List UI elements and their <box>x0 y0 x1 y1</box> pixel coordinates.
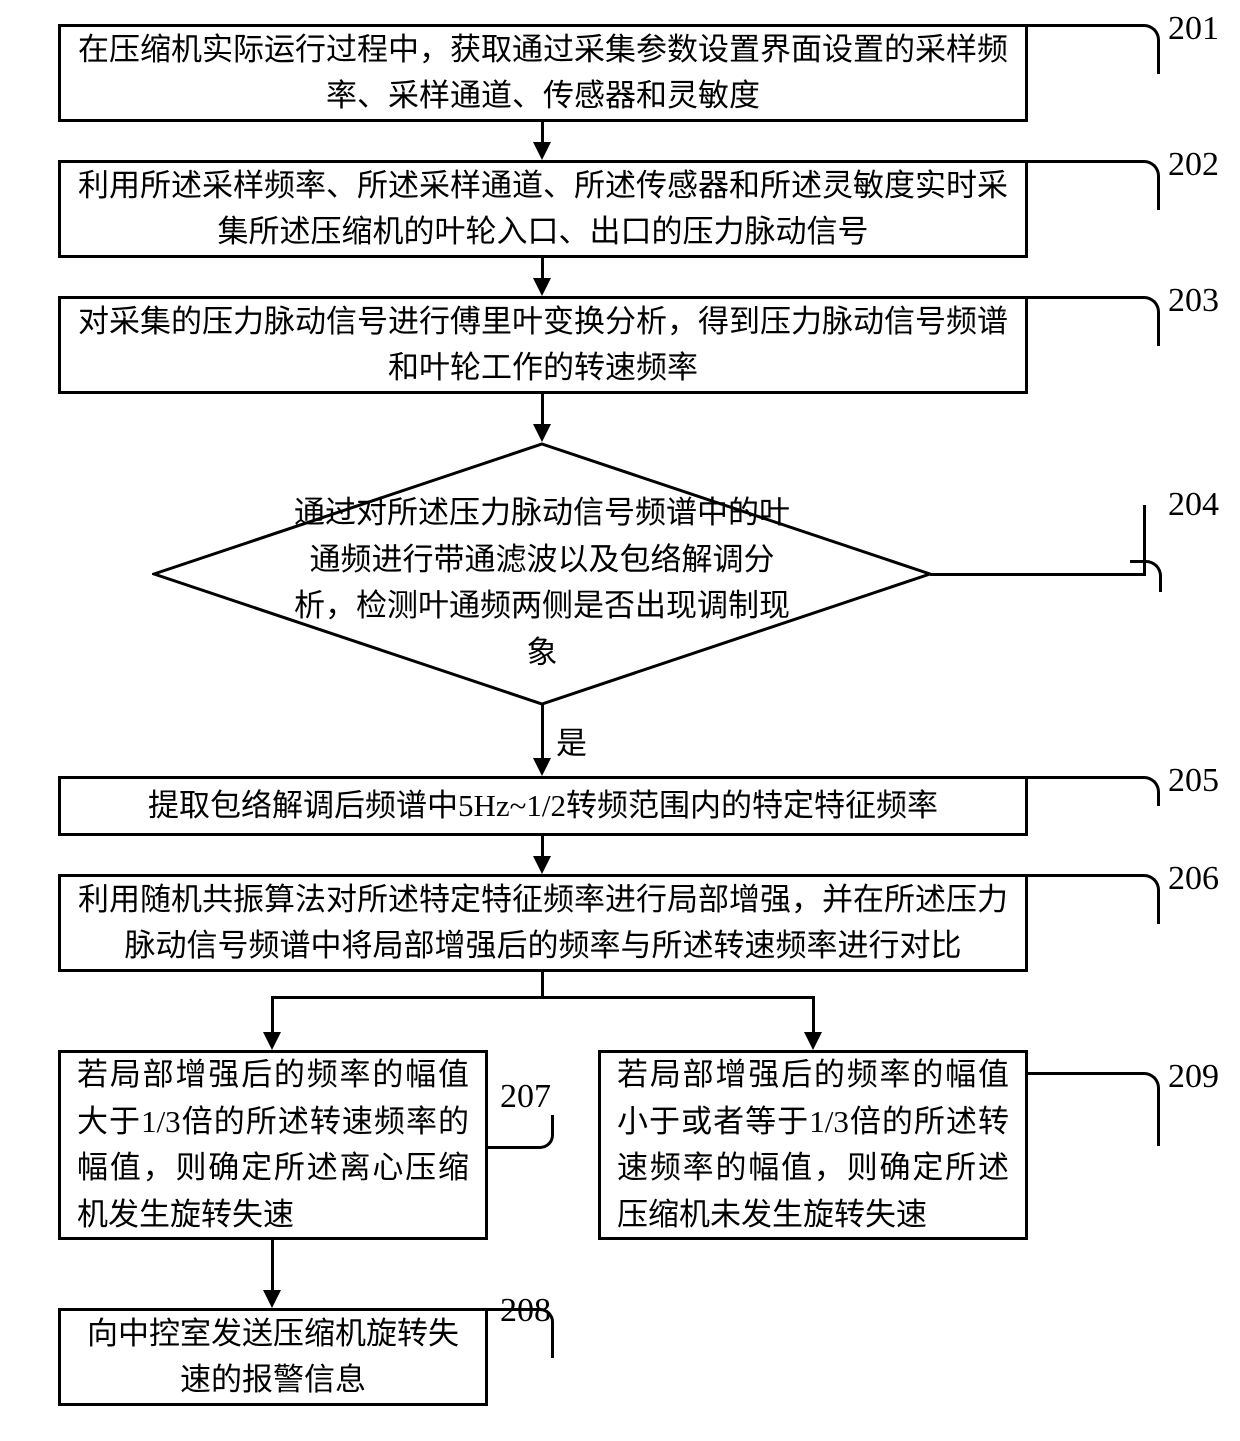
step-201: 在压缩机实际运行过程中，获取通过采集参数设置界面设置的采样频率、采样通道、传感器… <box>58 24 1028 122</box>
step-203: 对采集的压力脉动信号进行傅里叶变换分析，得到压力脉动信号频谱和叶轮工作的转速频率 <box>58 296 1028 394</box>
arrow-205-206 <box>541 836 544 858</box>
label-202: 202 <box>1168 146 1219 184</box>
step-206-text: 利用随机共振算法对所述特定特征频率进行局部增强，并在所述压力脉动信号频谱中将局部… <box>77 877 1009 970</box>
arrowhead-split-207 <box>263 1032 281 1050</box>
step-204-text: 通过对所述压力脉动信号频谱中的叶通频进行带通滤波以及包络解调分析，检测叶通频两侧… <box>287 490 797 676</box>
step-208: 向中控室发送压缩机旋转失速的报警信息 <box>58 1308 488 1406</box>
arrowhead-207-208 <box>263 1290 281 1308</box>
leader-209 <box>1028 1072 1160 1146</box>
arrow-201-202 <box>541 122 544 144</box>
leader-204-corner <box>1130 560 1162 592</box>
arrow-206-split-v <box>541 972 544 998</box>
arrow-203-204 <box>541 394 544 426</box>
arrowhead-split-209 <box>804 1032 822 1050</box>
arrow-202-203 <box>541 258 544 280</box>
arrow-split-207 <box>271 996 274 1034</box>
leader-201 <box>1028 24 1160 74</box>
arrow-split-209 <box>812 996 815 1034</box>
label-203: 203 <box>1168 282 1219 320</box>
step-203-text: 对采集的压力脉动信号进行傅里叶变换分析，得到压力脉动信号频谱和叶轮工作的转速频率 <box>77 299 1009 392</box>
branch-yes-label: 是 <box>556 718 587 763</box>
label-209: 209 <box>1168 1058 1219 1096</box>
label-206: 206 <box>1168 860 1219 898</box>
step-205-text: 提取包络解调后频谱中5Hz~1/2转频范围内的特定特征频率 <box>148 783 938 830</box>
step-201-text: 在压缩机实际运行过程中，获取通过采集参数设置界面设置的采样频率、采样通道、传感器… <box>77 27 1009 120</box>
label-204: 204 <box>1168 486 1219 524</box>
arrowhead-201-202 <box>533 142 551 160</box>
step-202: 利用所述采样频率、所述采样通道、所述传感器和所述灵敏度实时采集所述压缩机的叶轮入… <box>58 160 1028 258</box>
arrowhead-205-206 <box>533 856 551 874</box>
step-208-text: 向中控室发送压缩机旋转失速的报警信息 <box>77 1311 469 1404</box>
leader-204-h <box>930 573 1146 576</box>
step-207-text: 若局部增强后的频率的幅值大于1/3倍的所述转速频率的幅值，则确定所述离心压缩机发… <box>77 1052 469 1238</box>
arrow-204-205 <box>541 704 544 760</box>
label-208: 208 <box>500 1292 551 1330</box>
label-201: 201 <box>1168 10 1219 48</box>
step-205: 提取包络解调后频谱中5Hz~1/2转频范围内的特定特征频率 <box>58 776 1028 836</box>
arrow-207-208 <box>271 1240 274 1292</box>
label-207: 207 <box>500 1078 551 1116</box>
leader-206 <box>1028 874 1160 924</box>
arrowhead-204-205 <box>533 758 551 776</box>
label-205: 205 <box>1168 762 1219 800</box>
step-207: 若局部增强后的频率的幅值大于1/3倍的所述转速频率的幅值，则确定所述离心压缩机发… <box>58 1050 488 1240</box>
leader-202 <box>1028 160 1160 210</box>
leader-203 <box>1028 296 1160 346</box>
step-206: 利用随机共振算法对所述特定特征频率进行局部增强，并在所述压力脉动信号频谱中将局部… <box>58 874 1028 972</box>
arrowhead-202-203 <box>533 278 551 296</box>
arrow-206-split-h <box>271 996 815 999</box>
leader-205 <box>1028 776 1160 806</box>
arrowhead-203-204 <box>533 424 551 442</box>
step-209: 若局部增强后的频率的幅值小于或者等于1/3倍的所述转速频率的幅值，则确定所述压缩… <box>598 1050 1028 1240</box>
step-202-text: 利用所述采样频率、所述采样通道、所述传感器和所述灵敏度实时采集所述压缩机的叶轮入… <box>77 163 1009 256</box>
step-209-text: 若局部增强后的频率的幅值小于或者等于1/3倍的所述转速频率的幅值，则确定所述压缩… <box>617 1052 1009 1238</box>
leader-207 <box>488 1115 554 1149</box>
step-204-diamond: 通过对所述压力脉动信号频谱中的叶通频进行带通滤波以及包络解调分析，检测叶通频两侧… <box>152 442 932 706</box>
